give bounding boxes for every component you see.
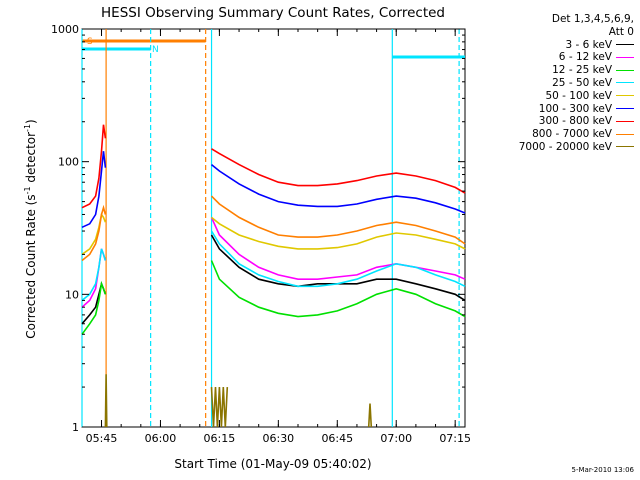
y-axis-label: Corrected Count Rate (s-1 detector-1): [23, 119, 38, 338]
legend-swatch: [616, 69, 634, 71]
series-line: [211, 148, 466, 194]
x-tick-label: 06:00: [145, 432, 177, 445]
legend-swatch: [616, 95, 634, 97]
series-line: [367, 403, 373, 428]
legend-entry: 800 - 7000 keV: [474, 128, 634, 141]
x-tick-label: 06:15: [204, 432, 236, 445]
x-axis-label: Start Time (01-May-09 05:40:02): [174, 457, 371, 471]
legend-swatch: [616, 120, 634, 122]
series-line: [81, 124, 107, 209]
legend-entry: 3 - 6 keV: [474, 39, 634, 52]
series-line: [81, 248, 107, 302]
legend-swatch: [616, 82, 634, 84]
legend-label: 100 - 300 keV: [538, 102, 612, 115]
series-line: [210, 230, 466, 288]
series-line: [81, 204, 107, 262]
legend-swatch: [616, 146, 634, 148]
series-line: [210, 195, 466, 245]
legend-entry: 6 - 12 keV: [474, 51, 634, 64]
y-tick-label: 1000: [51, 23, 79, 36]
x-tick-label: 06:30: [262, 432, 294, 445]
legend-swatch: [616, 133, 634, 135]
series-line: [81, 280, 107, 335]
x-tick-label: 05:45: [86, 432, 118, 445]
data-series: [81, 124, 466, 428]
flag-label: N: [152, 45, 159, 55]
legend-swatch: [616, 56, 634, 58]
legend-swatch: [616, 44, 634, 46]
legend-label: 25 - 50 keV: [552, 76, 612, 89]
series-line: [104, 374, 108, 428]
y-tick-label: 1: [72, 421, 79, 434]
legend-label: 3 - 6 keV: [565, 38, 612, 51]
generation-timestamp: 5-Mar-2010 13:06: [571, 466, 634, 474]
flag-label: S: [87, 37, 93, 47]
plot-frame: [81, 28, 466, 428]
x-tick-label: 07:15: [439, 432, 471, 445]
legend-label: 800 - 7000 keV: [532, 128, 612, 141]
series-line: [210, 216, 466, 250]
chart-legend: Det 1,3,4,5,6,9, Att 0 3 - 6 keV 6 - 12 k…: [474, 13, 634, 154]
flag-bars: SN: [82, 37, 465, 59]
legend-label: 7000 - 20000 keV: [518, 140, 612, 153]
plot-area: [81, 28, 466, 428]
chart-title: HESSI Observing Summary Count Rates, Cor…: [101, 5, 445, 21]
legend-entry: 100 - 300 keV: [474, 103, 634, 116]
legend-label: 50 - 100 keV: [545, 89, 612, 102]
series-line: [210, 217, 466, 281]
y-tick-label: 100: [58, 156, 79, 169]
series-line: [210, 387, 229, 428]
vertical-markers: [81, 29, 460, 427]
series-line: [210, 163, 466, 214]
legend-entry: 50 - 100 keV: [474, 90, 634, 103]
x-tick-label: 06:45: [321, 432, 353, 445]
legend-entry: 12 - 25 keV: [474, 64, 634, 77]
series-line: [210, 260, 466, 318]
axis-ticks: 1 10 100 1000 05:45 06:00 06:15 06:30 06:45 07:00…: [51, 23, 471, 445]
legend-label: 6 - 12 keV: [558, 51, 612, 64]
legend-entry: 7000 - 20000 keV: [474, 141, 634, 154]
legend-entries: 3 - 6 keV 6 - 12 keV 12 - 25 keV 25 - 50 ke…: [474, 39, 634, 154]
x-tick-label: 07:00: [380, 432, 412, 445]
y-tick-label: 10: [65, 288, 79, 301]
legend-label: 300 - 800 keV: [538, 115, 612, 128]
series-line: [81, 151, 107, 229]
legend-header-line-1: Det 1,3,4,5,6,9,: [551, 13, 634, 25]
series-line: [210, 234, 466, 302]
legend-entry: 25 - 50 keV: [474, 77, 634, 90]
legend-header-line-2: Att 0: [608, 25, 634, 38]
legend-swatch: [616, 108, 634, 110]
legend-label: 12 - 25 keV: [552, 64, 612, 77]
legend-entry: 300 - 800 keV: [474, 115, 634, 128]
